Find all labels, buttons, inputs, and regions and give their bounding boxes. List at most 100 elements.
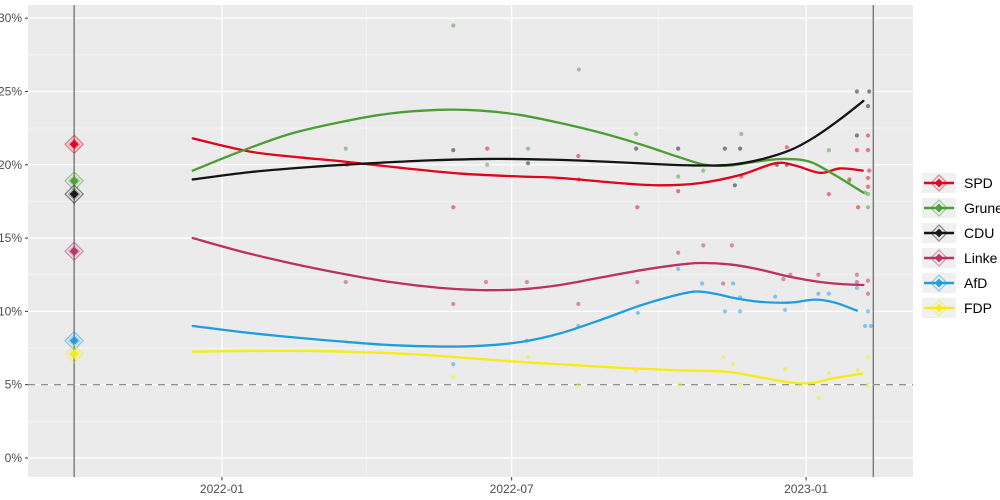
poll-point-grune (826, 148, 831, 153)
poll-point-grune (865, 205, 871, 210)
poll-point-cdu (676, 146, 681, 151)
poll-point-cdu (865, 104, 871, 109)
poll-point-afd (816, 291, 821, 296)
poll-point-afd (868, 323, 874, 329)
poll-point-afd (676, 266, 681, 271)
legend-key-cdu-icon (922, 222, 956, 243)
y-tick-label: 30% (0, 11, 22, 25)
election-result-diamond-afd (69, 336, 79, 346)
legend-item-afd: AfD (921, 271, 1000, 294)
poll-point-linke (343, 279, 348, 285)
poll-point-linke (816, 272, 821, 277)
poll-point-spd (855, 205, 861, 210)
poll-point-fdp (730, 362, 736, 367)
x-tick-label: 2023-01 (784, 482, 828, 496)
poll-point-linke (721, 281, 726, 286)
poll-point-spd (865, 133, 871, 138)
legend-key-fdp-icon (922, 297, 956, 318)
poll-point-fdp (782, 367, 788, 372)
poll-point-fdp (677, 382, 683, 387)
trend-line-fdp (191, 349, 864, 385)
poll-point-spd (784, 145, 789, 150)
legend-key-grune-icon (922, 197, 956, 218)
poll-point-fdp (865, 354, 871, 359)
poll-point-grune (576, 67, 581, 72)
poll-point-grune (701, 168, 706, 173)
poll-point-fdp (525, 354, 531, 359)
y-tick-label: 20% (0, 158, 22, 172)
legend-item-spd: SPD (921, 171, 1000, 194)
trend-line-linke (191, 236, 865, 292)
trend-line-spd (191, 137, 864, 187)
poll-point-linke (483, 279, 489, 285)
poll-point-cdu (525, 161, 531, 166)
poll-point-afd (730, 281, 736, 286)
poll-point-fdp (816, 395, 822, 400)
poll-point-linke (676, 250, 681, 255)
poll-point-grune (343, 146, 348, 151)
legend-key-spd-icon (922, 172, 956, 193)
poll-point-cdu (867, 89, 872, 94)
y-tick-label: 15% (0, 231, 22, 245)
poll-point-spd (865, 148, 871, 153)
poll-point-afd (865, 309, 871, 314)
poll-point-spd (865, 184, 871, 189)
election-result-diamond-grune (69, 176, 79, 186)
poll-point-afd (862, 323, 868, 329)
legend-item-fdp: FDP (921, 296, 1000, 319)
poll-point-linke (635, 279, 640, 285)
poll-point-fdp (737, 382, 743, 387)
poll-point-afd (773, 294, 778, 299)
poll-point-fdp (451, 375, 456, 380)
election-result-diamond-spd (69, 139, 79, 149)
legend-key-afd-icon (922, 272, 956, 293)
election-result-diamond-cdu (69, 189, 79, 199)
poll-point-fdp (855, 367, 861, 373)
y-tick-label: 25% (0, 84, 22, 98)
poll-point-afd (737, 309, 743, 314)
poll-point-fdp (634, 369, 639, 374)
legend: SPD Grune CDU Linke AfD FDP (921, 171, 1000, 319)
poll-point-grune (865, 191, 871, 197)
legend-label-spd: SPD (964, 174, 993, 191)
poll-point-fdp (865, 382, 871, 387)
poll-point-linke (451, 301, 456, 307)
poll-point-afd (635, 310, 640, 315)
poll-point-linke (701, 243, 706, 248)
poll-point-linke (865, 291, 871, 296)
poll-point-cdu (722, 146, 728, 151)
poll-point-grune (739, 131, 744, 137)
poll-point-cdu (451, 148, 456, 153)
legend-label-linke: Linke (964, 249, 998, 266)
poll-point-afd (451, 362, 456, 367)
y-tick-label: 5% (5, 378, 23, 392)
poll-point-afd (700, 281, 705, 286)
poll-point-spd (576, 153, 581, 159)
poll-point-fdp (721, 354, 726, 359)
poll-point-grune (485, 162, 490, 167)
poll-point-spd (451, 205, 456, 210)
poll-point-cdu (854, 89, 860, 94)
plot-panel (28, 5, 913, 477)
legend-item-linke: Linke (921, 246, 1000, 269)
poll-point-spd (854, 148, 860, 153)
poll-point-afd (782, 307, 788, 312)
y-tick-label: 10% (0, 304, 22, 318)
election-result-diamond-outline-fdp (64, 343, 85, 364)
poll-point-cdu (854, 133, 860, 138)
poll-point-fdp (576, 382, 581, 387)
poll-point-grune (634, 131, 639, 137)
poll-point-afd (722, 309, 728, 314)
legend-label-cdu: CDU (964, 224, 995, 241)
legend-label-grune: Grune (964, 199, 1000, 216)
election-result-diamond-linke (69, 246, 79, 256)
poll-point-cdu (732, 183, 737, 188)
x-tick-label: 2022-01 (200, 482, 244, 496)
poll-point-linke (854, 279, 860, 285)
trend-line-afd (191, 290, 859, 348)
legend-key-linke-icon (922, 247, 956, 268)
poll-point-spd (826, 191, 831, 197)
poll-point-cdu (634, 146, 639, 151)
